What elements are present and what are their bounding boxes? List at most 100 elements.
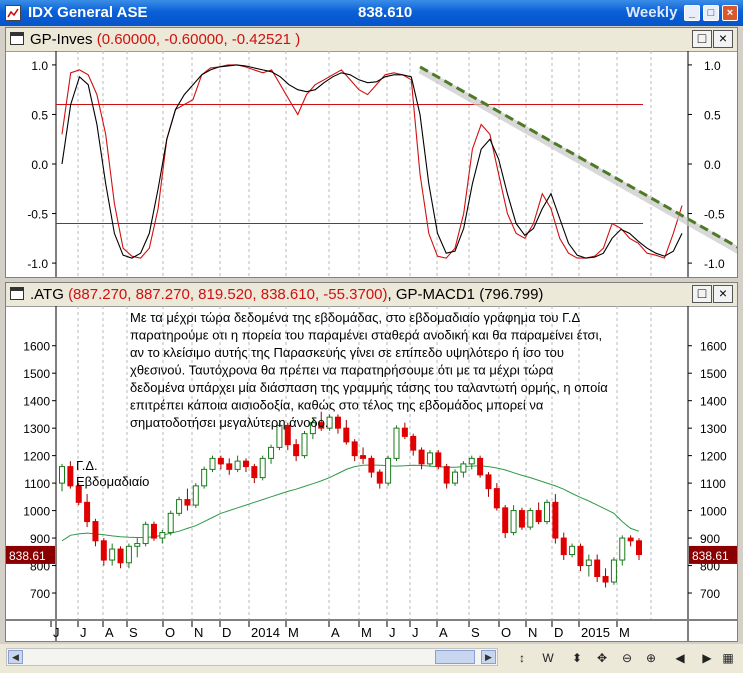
- candle-body: [100, 540, 107, 561]
- y-tick-label-right: 1200: [700, 450, 727, 464]
- candle-body: [619, 537, 626, 561]
- pane-window-icon: [10, 287, 24, 300]
- oscillator-params: (0.60000, -0.60000, -0.42521 ): [96, 31, 301, 48]
- y-tick-label-right: 1500: [700, 367, 727, 381]
- trendline: [419, 65, 737, 249]
- candle-body: [201, 468, 208, 487]
- price-panel: .ATG (887.270, 887.270, 819.520, 838.610…: [5, 282, 738, 620]
- candle-body: [150, 523, 157, 539]
- horizontal-scrollbar[interactable]: ◀ ▶: [6, 648, 498, 666]
- candle-body: [418, 449, 425, 465]
- y-tick-label-right: 0.5: [704, 108, 721, 122]
- move-icon[interactable]: ⬍: [571, 651, 583, 665]
- next-icon[interactable]: ▶: [702, 651, 712, 665]
- price-header: .ATG (887.270, 887.270, 819.520, 838.610…: [6, 283, 737, 307]
- candle-body: [493, 488, 500, 509]
- candle-body: [518, 510, 525, 528]
- y-tick-label-left: 1200: [23, 450, 50, 464]
- x-tick-label: S: [129, 625, 138, 640]
- x-tick-label: 2014: [251, 625, 280, 640]
- candle-body: [159, 532, 166, 539]
- scroll-thumb[interactable]: [435, 650, 475, 664]
- last-price-label-left: 838.61: [9, 549, 46, 563]
- x-tick-label: O: [165, 625, 175, 640]
- minimize-button[interactable]: _: [684, 5, 700, 21]
- candle-body: [560, 537, 567, 556]
- oscillator-name: GP-Inves: [30, 31, 93, 48]
- pane-close-button[interactable]: ×: [713, 285, 733, 303]
- x-tick-label: N: [528, 625, 537, 640]
- candle-body: [284, 424, 291, 446]
- candle-body: [242, 460, 249, 468]
- time-axis: J J A S O N D 2014 M A M J J A S O N D 2015 M: [5, 620, 738, 642]
- x-tick-label: J: [53, 625, 60, 640]
- scroll-right-arrow-icon[interactable]: ▶: [481, 650, 496, 664]
- x-tick-label: A: [105, 625, 114, 640]
- indicator-name: GP-MACD1: [395, 286, 476, 303]
- window-titlebar: IDX General ASE 838.610 Weekly _ □ ×: [0, 0, 743, 26]
- oscillator-chart: 1.0 1.0 0.5 0.5 0.0 0.0 -0.5 -0.5 -1.0 -1.0: [27, 51, 737, 277]
- x-tick-label: J: [80, 625, 87, 640]
- candle-body: [326, 416, 333, 429]
- candle-body: [552, 501, 559, 539]
- candle-body: [109, 548, 116, 561]
- candle-body: [410, 435, 417, 451]
- maximize-button[interactable]: □: [703, 5, 719, 21]
- pane-close-button[interactable]: ×: [713, 30, 733, 48]
- y-tick-label-left: 1400: [23, 395, 50, 409]
- x-tick-label: D: [222, 625, 231, 640]
- candle-body: [117, 548, 124, 564]
- candle-body: [360, 455, 367, 459]
- x-tick-label: A: [439, 625, 448, 640]
- grid-icon[interactable]: ▦: [722, 651, 734, 665]
- x-tick-label: O: [501, 625, 511, 640]
- x-tick-label: 2015: [581, 625, 610, 640]
- candle-body: [176, 499, 183, 514]
- candle-body: [468, 457, 475, 465]
- y-tick-label-right: 1.0: [704, 59, 721, 73]
- zoom-out-icon[interactable]: ⊖: [621, 651, 633, 665]
- candle-body: [452, 471, 459, 484]
- last-price-tag-left: [6, 545, 55, 564]
- candle-body: [610, 559, 617, 583]
- annotation-text-line: Με τα μέχρι τώρα δεδομένα της εβδομάδας,…: [130, 310, 580, 325]
- candle-body: [535, 510, 542, 523]
- close-button[interactable]: ×: [722, 5, 738, 21]
- window-period: Weekly: [626, 4, 678, 21]
- y-tick-label-left: 0.0: [31, 158, 48, 172]
- price-chart: 1600 1600 1500 1500 1400 1400 1300 1300 1200 1200…: [6, 306, 737, 619]
- app-chart-icon: [5, 5, 21, 21]
- candle-body: [276, 424, 283, 448]
- x-tick-label: A: [331, 625, 340, 640]
- annotation-text-line: επιτρέπει κάποια αισιοδοξία, καθώς στο τ…: [130, 398, 544, 413]
- zoom-in-icon[interactable]: ⊕: [645, 651, 657, 665]
- candle-body: [309, 422, 316, 435]
- y-tick-label-left: -0.5: [27, 208, 48, 222]
- candle-body: [569, 545, 576, 556]
- scroll-left-arrow-icon[interactable]: ◀: [8, 650, 23, 664]
- x-tick-label: M: [361, 625, 372, 640]
- x-tick-label: S: [471, 625, 480, 640]
- window-price: 838.610: [358, 4, 413, 21]
- refresh-icon[interactable]: ↕: [519, 651, 525, 665]
- prev-icon[interactable]: ◀: [675, 651, 685, 665]
- pane-maximize-button[interactable]: □: [692, 30, 712, 48]
- last-price-label-right: 838.61: [692, 549, 729, 563]
- candle-body: [401, 427, 408, 437]
- trendline-shadow: [418, 66, 737, 254]
- y-tick-label-left: 1300: [23, 422, 50, 436]
- candle-body: [544, 501, 551, 523]
- candle-body: [268, 446, 275, 459]
- candle-body: [585, 559, 592, 567]
- price-params: (887.270, 887.270, 819.520, 838.610, -55…: [68, 286, 388, 303]
- y-tick-label-left: 700: [30, 587, 50, 601]
- pan-icon[interactable]: ✥: [596, 651, 608, 665]
- candle-body: [167, 512, 174, 534]
- candle-body: [217, 457, 224, 465]
- y-tick-label-left: 1.0: [31, 59, 48, 73]
- candle-body: [142, 523, 149, 545]
- candle-body: [226, 463, 233, 470]
- pane-maximize-button[interactable]: □: [692, 285, 712, 303]
- candle-body: [301, 433, 308, 457]
- weekly-icon[interactable]: W: [542, 651, 554, 665]
